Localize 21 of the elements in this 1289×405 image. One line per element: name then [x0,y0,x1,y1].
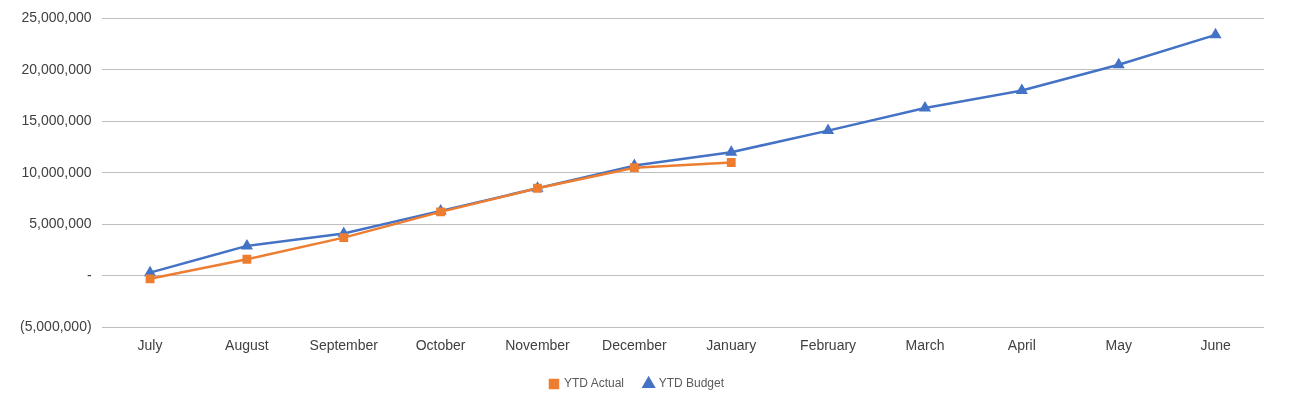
x-tick-label: May [1105,337,1132,354]
y-tick-label: 10,000,000 [21,163,92,180]
x-tick-label: July [137,337,163,354]
x-tick-label: February [800,337,857,354]
y-tick-label: 20,000,000 [21,60,92,77]
y-tick-label: 15,000,000 [21,112,92,129]
y-tick-label: 25,000,000 [21,9,92,26]
legend-label: YTD Actual [563,376,624,391]
y-tick-label: 5,000,000 [29,215,92,232]
x-tick-label: December [602,337,667,354]
x-tick-label: October [415,337,466,354]
x-tick-label: August [225,337,269,354]
legend-label: YTD Budget [658,376,725,391]
x-tick-label: April [1007,337,1036,354]
x-tick-label: November [505,337,571,354]
x-tick-label: June [1200,337,1231,354]
x-tick-label: September [309,337,379,354]
y-tick-label: (5,000,000) [20,318,92,335]
x-tick-label: January [706,337,757,354]
y-tick-label: - [86,266,92,283]
x-tick-label: March [905,337,945,354]
